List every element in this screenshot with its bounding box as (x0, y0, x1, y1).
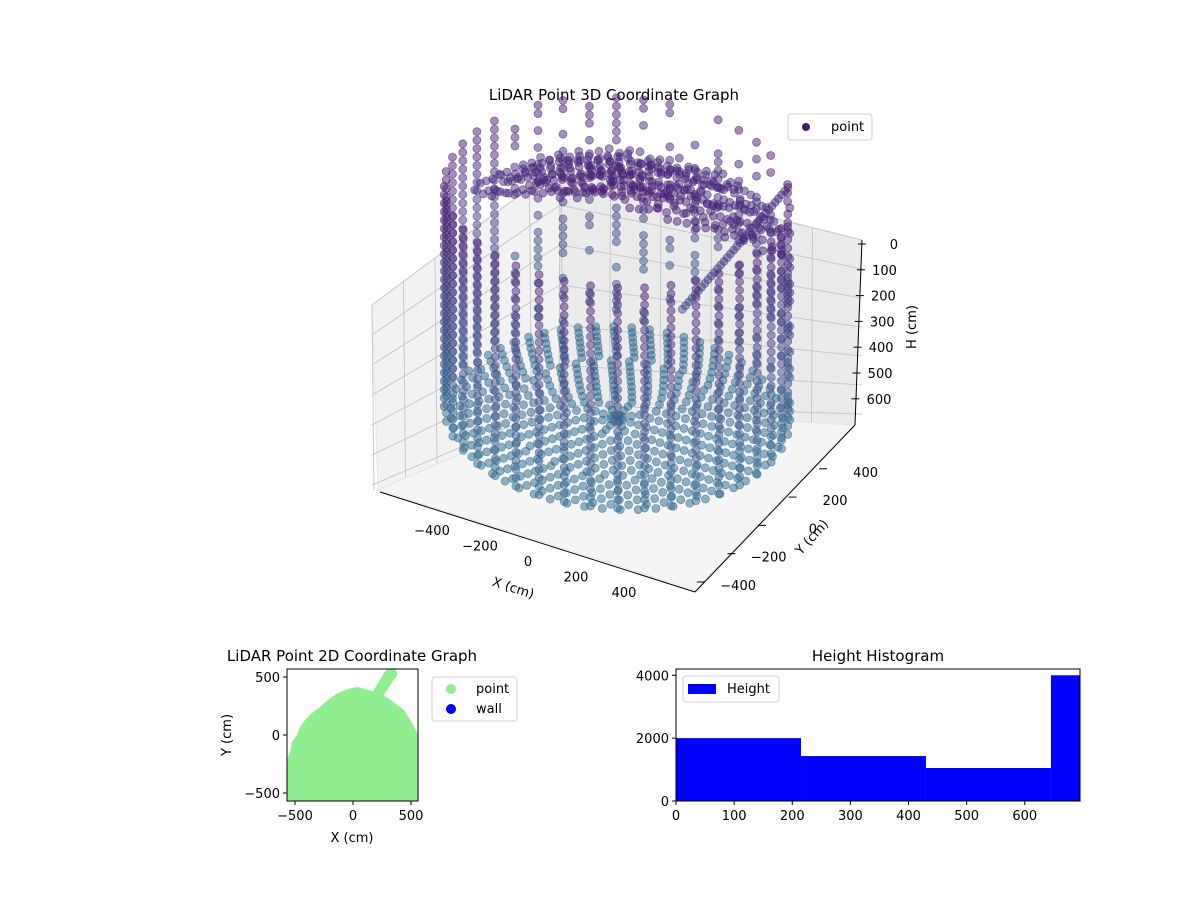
legend-label-point: point (476, 682, 509, 697)
legend-marker-icon (446, 684, 456, 694)
svg-text:600: 600 (1012, 809, 1037, 824)
svg-text:0: 0 (661, 795, 669, 810)
legend-swatch-icon (688, 684, 716, 694)
legend-label-point: point (831, 120, 864, 135)
plot-2d-legend: point wall (431, 676, 518, 722)
y2d-tick: −500 (244, 787, 280, 802)
svg-text:500: 500 (868, 367, 893, 382)
svg-text:0: 0 (524, 555, 532, 570)
x2d-tick: 500 (399, 809, 424, 824)
plot-3d-axes (379, 239, 863, 593)
svg-text:400: 400 (612, 586, 637, 601)
svg-text:−400: −400 (414, 524, 450, 539)
x2d-axis-label: X (cm) (331, 831, 374, 846)
plot-3d: LiDAR Point 3D Coordinate Graph 01002003… (371, 86, 920, 603)
plot-3d-points (439, 93, 795, 515)
legend-label-wall: wall (476, 702, 502, 717)
legend-label-height: Height (727, 682, 770, 697)
svg-text:400: 400 (853, 466, 878, 481)
svg-text:0: 0 (890, 238, 898, 253)
svg-text:200: 200 (871, 290, 896, 305)
svg-text:2000: 2000 (636, 732, 669, 747)
svg-text:−200: −200 (462, 540, 498, 555)
y2d-tick: 0 (272, 729, 280, 744)
svg-text:400: 400 (869, 341, 894, 356)
y2d-axis-label: Y (cm) (220, 714, 235, 757)
histogram-title: Height Histogram (812, 647, 944, 665)
plot-3d-ticks: 0 100 200 300 400 500 600 −400 −200 0 200 400 −400 −2… (414, 238, 898, 601)
svg-text:−200: −200 (751, 551, 787, 566)
svg-text:−400: −400 (720, 579, 756, 594)
svg-text:200: 200 (823, 494, 848, 509)
z-axis-label: H (cm) (905, 305, 920, 349)
plot-3d-legend: point (787, 113, 873, 141)
svg-text:200: 200 (564, 571, 589, 586)
histogram-legend: Height (682, 675, 780, 703)
legend-marker-icon (802, 123, 810, 131)
plot-2d: LiDAR Point 2D Coordinate Graph −500 0 5… (220, 647, 518, 846)
x2d-tick: 0 (349, 809, 357, 824)
histogram-bars (676, 675, 1080, 801)
svg-text:200: 200 (780, 809, 805, 824)
svg-text:400: 400 (896, 809, 921, 824)
svg-text:4000: 4000 (636, 669, 669, 684)
y2d-tick: 500 (255, 671, 280, 686)
svg-text:300: 300 (870, 315, 895, 330)
x2d-tick: −500 (277, 809, 313, 824)
legend-marker-icon (446, 704, 456, 714)
svg-text:500: 500 (954, 809, 979, 824)
svg-text:300: 300 (838, 809, 863, 824)
plot-2d-title: LiDAR Point 2D Coordinate Graph (227, 647, 477, 665)
histogram-ticks: 0 100 200 300 400 500 600 0 2000 4000 (636, 669, 1037, 824)
svg-text:0: 0 (672, 809, 680, 824)
svg-text:600: 600 (867, 393, 892, 408)
x-axis-label: X (cm) (490, 575, 536, 603)
histogram-frame (675, 668, 1081, 802)
height-histogram: Height Histogram 0 100 200 300 400 500 600 0 200… (636, 647, 1081, 824)
svg-text:100: 100 (872, 264, 897, 279)
svg-text:100: 100 (722, 809, 747, 824)
plot-2d-points (287, 669, 418, 801)
svg-text:0: 0 (809, 522, 817, 537)
